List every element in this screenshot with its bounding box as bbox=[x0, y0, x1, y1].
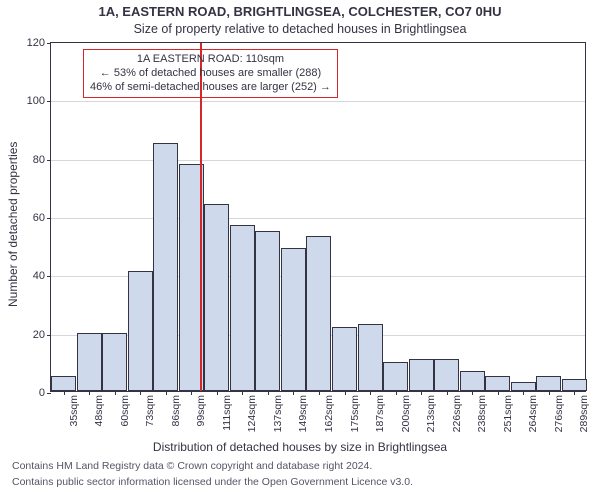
chart-container: 1A, EASTERN ROAD, BRIGHTLINGSEA, COLCHES… bbox=[0, 0, 600, 500]
ytick-mark bbox=[47, 43, 51, 44]
xtick-mark bbox=[447, 391, 448, 395]
xtick-label: 149sqm bbox=[297, 395, 309, 432]
xtick-mark bbox=[523, 391, 524, 395]
xtick-label: 48sqm bbox=[93, 395, 105, 427]
histogram-bar bbox=[383, 362, 408, 391]
chart-title-line2: Size of property relative to detached ho… bbox=[0, 22, 600, 36]
annotation-line2: ← 53% of detached houses are smaller (28… bbox=[90, 67, 331, 81]
y-axis-label: Number of detached properties bbox=[6, 142, 20, 307]
xtick-label: 238sqm bbox=[476, 395, 488, 432]
xtick-mark bbox=[268, 391, 269, 395]
histogram-bar bbox=[102, 333, 127, 391]
xtick-label: 162sqm bbox=[323, 395, 335, 432]
footer-line1: Contains HM Land Registry data © Crown c… bbox=[12, 460, 372, 472]
ytick-label: 80 bbox=[33, 154, 45, 166]
gridline-h bbox=[51, 218, 585, 219]
chart-title-line1: 1A, EASTERN ROAD, BRIGHTLINGSEA, COLCHES… bbox=[0, 4, 600, 19]
ytick-label: 40 bbox=[33, 270, 45, 282]
ytick-mark bbox=[47, 101, 51, 102]
xtick-label: 111sqm bbox=[221, 395, 233, 431]
gridline-h bbox=[51, 101, 585, 102]
xtick-mark bbox=[293, 391, 294, 395]
xtick-mark bbox=[498, 391, 499, 395]
ytick-mark bbox=[47, 276, 51, 277]
xtick-label: 276sqm bbox=[553, 395, 565, 432]
histogram-bar bbox=[51, 376, 76, 391]
ytick-label: 0 bbox=[39, 387, 45, 399]
histogram-bar bbox=[128, 271, 153, 391]
xtick-mark bbox=[396, 391, 397, 395]
histogram-bar bbox=[306, 236, 331, 391]
xtick-label: 35sqm bbox=[68, 395, 80, 427]
xtick-mark bbox=[140, 391, 141, 395]
xtick-mark bbox=[217, 391, 218, 395]
xtick-mark bbox=[370, 391, 371, 395]
histogram-bar bbox=[460, 371, 485, 391]
xtick-label: 137sqm bbox=[272, 395, 284, 432]
histogram-bar bbox=[77, 333, 102, 391]
histogram-bar bbox=[409, 359, 434, 391]
xtick-mark bbox=[574, 391, 575, 395]
xtick-mark bbox=[166, 391, 167, 395]
xtick-mark bbox=[472, 391, 473, 395]
xtick-label: 86sqm bbox=[170, 395, 182, 427]
histogram-bar bbox=[511, 382, 536, 391]
ytick-label: 100 bbox=[27, 95, 45, 107]
histogram-bar bbox=[562, 379, 587, 391]
histogram-bar bbox=[485, 376, 510, 391]
xtick-label: 175sqm bbox=[349, 395, 361, 432]
xtick-label: 99sqm bbox=[195, 395, 207, 427]
x-axis-label: Distribution of detached houses by size … bbox=[0, 440, 600, 454]
xtick-mark bbox=[319, 391, 320, 395]
xtick-mark bbox=[421, 391, 422, 395]
xtick-label: 124sqm bbox=[246, 395, 258, 432]
annotation-line1: 1A EASTERN ROAD: 110sqm bbox=[90, 53, 331, 67]
ytick-mark bbox=[47, 160, 51, 161]
xtick-label: 251sqm bbox=[502, 395, 514, 432]
histogram-bar bbox=[281, 248, 306, 391]
xtick-label: 200sqm bbox=[400, 395, 412, 432]
histogram-bar bbox=[332, 327, 357, 391]
xtick-label: 213sqm bbox=[425, 395, 437, 432]
histogram-bar bbox=[255, 231, 280, 391]
plot-area: 02040608010012035sqm48sqm60sqm73sqm86sqm… bbox=[50, 42, 586, 392]
xtick-label: 60sqm bbox=[119, 395, 131, 427]
histogram-bar bbox=[230, 225, 255, 391]
xtick-label: 226sqm bbox=[451, 395, 463, 432]
xtick-mark bbox=[345, 391, 346, 395]
xtick-label: 187sqm bbox=[374, 395, 386, 432]
xtick-mark bbox=[549, 391, 550, 395]
histogram-bar bbox=[204, 204, 229, 391]
xtick-mark bbox=[115, 391, 116, 395]
histogram-bar bbox=[358, 324, 383, 391]
annotation-line3: 46% of semi-detached houses are larger (… bbox=[90, 81, 331, 95]
ytick-mark bbox=[47, 335, 51, 336]
xtick-label: 264sqm bbox=[527, 395, 539, 432]
footer-line2: Contains public sector information licen… bbox=[12, 476, 413, 488]
xtick-label: 289sqm bbox=[578, 395, 590, 432]
xtick-mark bbox=[242, 391, 243, 395]
ytick-label: 120 bbox=[27, 37, 45, 49]
histogram-bar bbox=[536, 376, 561, 391]
xtick-mark bbox=[89, 391, 90, 395]
histogram-bar bbox=[434, 359, 459, 391]
xtick-mark bbox=[64, 391, 65, 395]
gridline-h bbox=[51, 160, 585, 161]
ytick-label: 20 bbox=[33, 329, 45, 341]
xtick-label: 73sqm bbox=[144, 395, 156, 427]
histogram-bar bbox=[153, 143, 178, 391]
ytick-label: 60 bbox=[33, 212, 45, 224]
annotation-box: 1A EASTERN ROAD: 110sqm← 53% of detached… bbox=[83, 49, 338, 98]
xtick-mark bbox=[191, 391, 192, 395]
ytick-mark bbox=[47, 218, 51, 219]
ytick-mark bbox=[47, 393, 51, 394]
